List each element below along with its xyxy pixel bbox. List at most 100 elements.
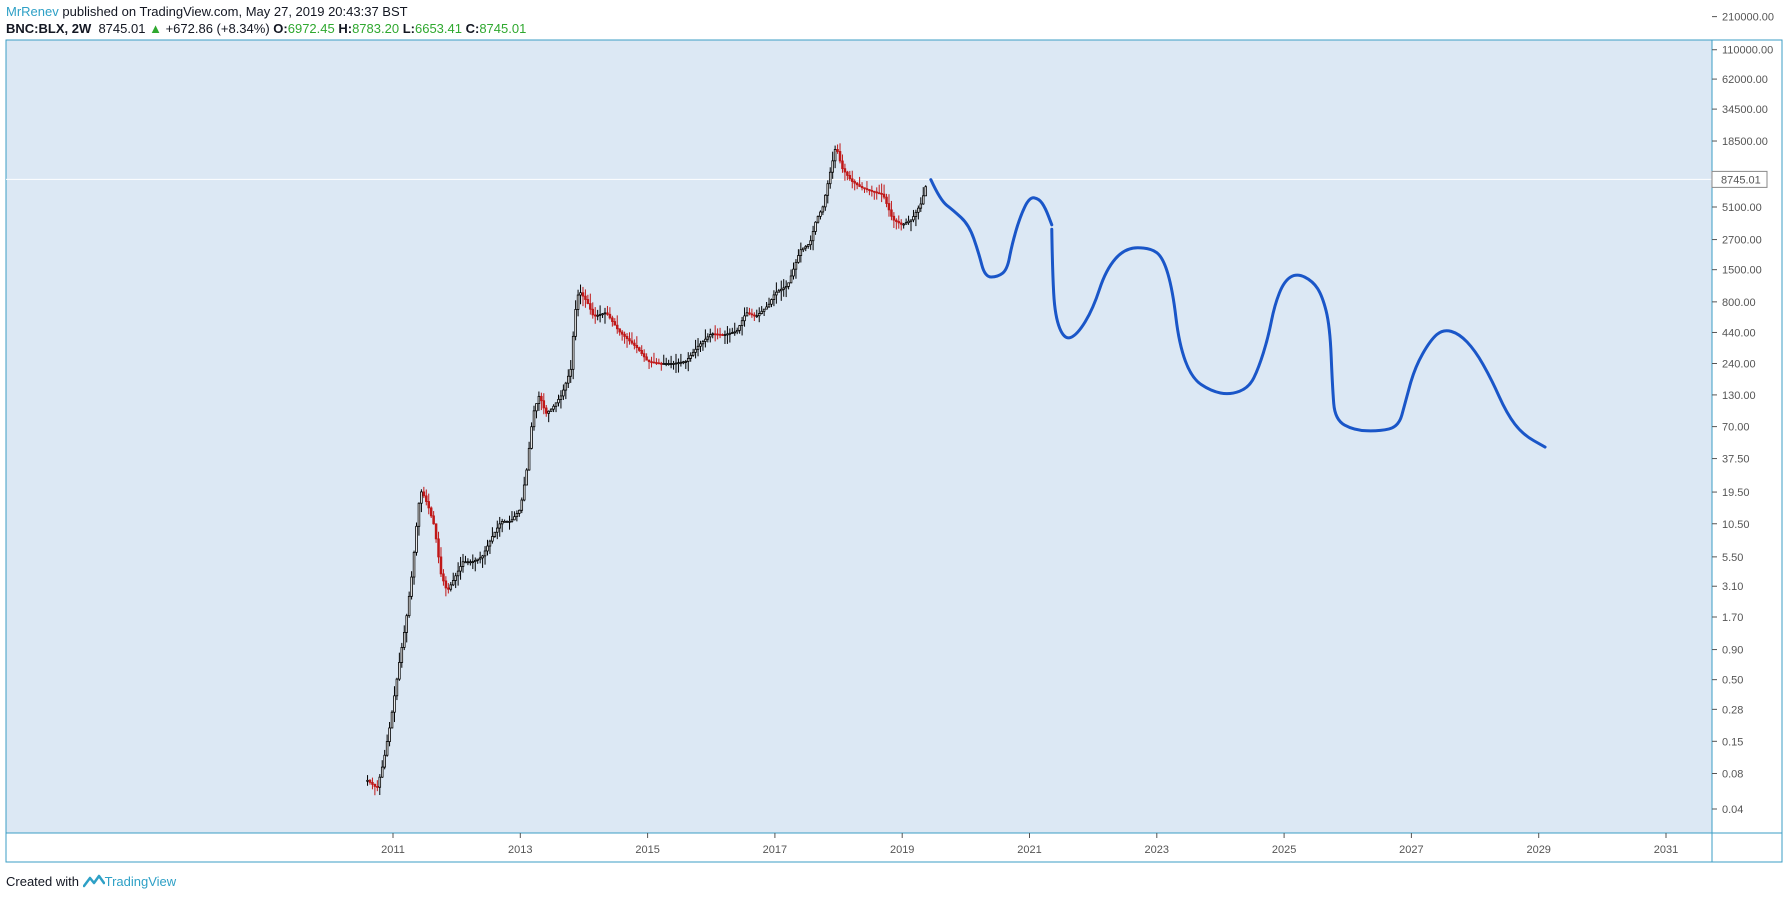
time-axis-area[interactable] [5, 832, 1713, 863]
candle-body [442, 573, 445, 582]
author-link[interactable]: MrRenev [6, 4, 59, 19]
candle-body [718, 333, 722, 336]
candle-body [686, 357, 690, 362]
candle-body [765, 306, 768, 310]
candle-body [630, 340, 634, 344]
candle-body [699, 343, 702, 347]
candle-body [564, 382, 568, 391]
candle-body [755, 315, 759, 318]
y-tick-label: 62000.00 [1722, 74, 1768, 86]
candle-body [513, 516, 516, 521]
axis-corner [1711, 832, 1783, 863]
candle-body [657, 362, 661, 365]
candle-body [390, 711, 394, 729]
candle-body [770, 299, 773, 305]
candle-body [432, 515, 435, 525]
candle-body [638, 347, 641, 351]
candle-body [750, 313, 754, 316]
candle-body [554, 402, 558, 407]
high-label: H: [338, 21, 353, 36]
candle-body [552, 405, 555, 410]
y-tick-label: 1500.00 [1722, 265, 1762, 277]
candle-body [591, 308, 595, 316]
candle-body [459, 566, 462, 572]
y-tick-label: 0.28 [1722, 704, 1743, 716]
y-tick-label: 0.08 [1722, 769, 1743, 781]
candle-body [870, 190, 874, 192]
projection-drawing-line[interactable] [929, 178, 1054, 279]
candle-body [843, 168, 847, 173]
candle-body [882, 193, 886, 198]
publication-info: MrRenev published on TradingView.com, Ma… [6, 4, 408, 19]
candle-body [584, 295, 587, 300]
candle-body [875, 191, 878, 194]
x-tick-label: 2021 [1017, 844, 1041, 856]
candle-body [809, 240, 812, 246]
candle-body [694, 348, 697, 353]
y-tick-label: 34500.00 [1722, 104, 1768, 116]
candle-body [731, 332, 734, 334]
candle-body [393, 695, 396, 713]
candle-body [491, 536, 494, 542]
low-value: 6653.41 [414, 21, 462, 36]
candle-body [535, 403, 538, 412]
candle-body [368, 779, 372, 783]
candle-body [831, 160, 834, 173]
candle-body [574, 309, 577, 337]
candle-body [789, 275, 793, 284]
candle-body [579, 292, 582, 296]
candle-body [410, 576, 413, 597]
y-tick-label: 1.70 [1722, 612, 1743, 624]
tradingview-brand-link[interactable]: TradingView [104, 874, 177, 889]
y-tick-label: 19.50 [1722, 487, 1750, 499]
candle-body [679, 361, 683, 364]
candle-body [904, 222, 908, 225]
candle-body [767, 303, 771, 308]
projection-drawing-line[interactable] [1050, 227, 1547, 449]
candle-body [902, 223, 905, 226]
candle-body [547, 410, 550, 414]
candle-body [824, 194, 827, 208]
candle-body [557, 398, 560, 404]
candle-body [895, 219, 898, 222]
x-tick-label: 2029 [1526, 844, 1550, 856]
candle-body [476, 558, 479, 561]
y-tick-label: 110000.00 [1722, 45, 1773, 57]
x-tick-label: 2025 [1272, 844, 1296, 856]
y-tick-label: 3.10 [1722, 581, 1743, 593]
published-text: published on TradingView.com, May 27, 20… [62, 4, 408, 19]
candle-body [608, 313, 612, 319]
close-value: 8745.01 [479, 21, 527, 36]
candle-body [706, 336, 710, 340]
current-price-label: 8745.01 [1721, 174, 1761, 186]
candle-body [613, 321, 617, 326]
x-tick-label: 2011 [381, 844, 405, 856]
candle-body [615, 324, 619, 330]
symbol-info-bar: BNC:BLX, 2W 8745.01 ▲ +672.86 (+8.34%) O… [6, 21, 526, 36]
candle-body [655, 362, 658, 364]
current-price-marker: 8745.01 [1711, 170, 1768, 188]
candle-body [544, 407, 548, 414]
symbol-name[interactable]: BNC:BLX, 2W [6, 21, 92, 36]
candle-body [877, 192, 881, 195]
y-tick-label: 130.00 [1722, 390, 1756, 402]
candle-body [799, 249, 803, 256]
candle-body [439, 556, 443, 575]
plot-area[interactable] [5, 39, 1713, 834]
candle-body [481, 555, 484, 559]
candle-body [371, 781, 374, 785]
high-value: 8783.20 [352, 21, 400, 36]
candle-body [383, 754, 386, 768]
tradingview-logo-icon [82, 874, 105, 888]
candle-body [449, 584, 453, 590]
candle-body [478, 557, 482, 560]
candle-body [635, 344, 639, 349]
candle-body [456, 570, 460, 577]
candle-body [628, 338, 631, 342]
candle-body [388, 727, 391, 743]
candle-body [689, 354, 692, 359]
candle-body [429, 507, 433, 517]
candle-body [811, 231, 815, 242]
candle-body [586, 299, 590, 304]
